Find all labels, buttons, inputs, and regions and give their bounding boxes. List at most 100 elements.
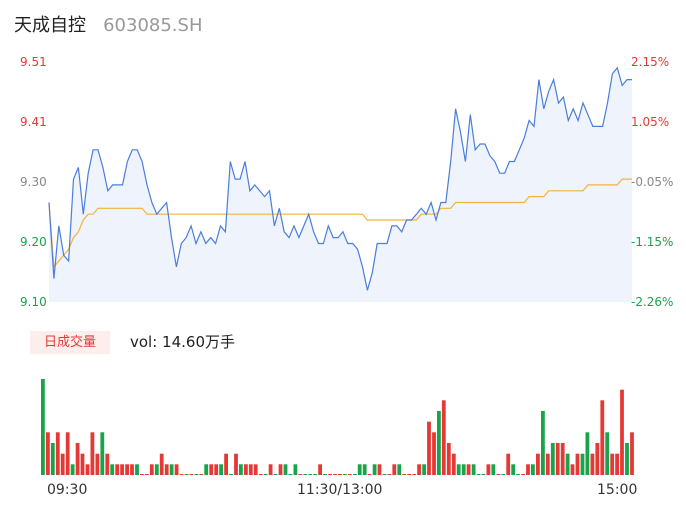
- volume-bar: [615, 453, 619, 475]
- volume-bar: [46, 432, 50, 475]
- y-tick-price: 9.20: [20, 235, 47, 249]
- y-tick-price: 9.41: [20, 115, 47, 129]
- volume-bar: [184, 474, 189, 475]
- volume-bar: [244, 464, 248, 475]
- volume-bar: [313, 474, 318, 475]
- volume-bar: [407, 474, 412, 475]
- volume-bar: [397, 464, 402, 475]
- volume-bar: [50, 443, 55, 475]
- volume-bar: [585, 432, 590, 475]
- volume-bar: [422, 464, 426, 475]
- volume-bar: [555, 443, 560, 475]
- volume-bar: [278, 464, 283, 475]
- volume-bar: [526, 464, 530, 475]
- stock-code: 603085.SH: [103, 15, 203, 36]
- volume-bar: [204, 464, 209, 475]
- volume-bar: [432, 432, 436, 475]
- volume-bar: [560, 443, 565, 475]
- volume-bar: [318, 464, 322, 475]
- volume-bar: [293, 464, 298, 475]
- volume-bar: [372, 464, 377, 475]
- y-tick-percent: -1.15%: [631, 235, 674, 249]
- volume-bar: [60, 453, 65, 475]
- volume-bar: [382, 474, 387, 475]
- volume-bar: [466, 464, 471, 475]
- volume-bar: [149, 464, 154, 475]
- volume-bar: [600, 400, 605, 475]
- volume-bar: [412, 474, 417, 475]
- volume-badge: 日成交量: [30, 331, 110, 354]
- volume-bar: [550, 443, 555, 475]
- volume-bar: [144, 474, 149, 475]
- volume-bar: [169, 464, 174, 475]
- volume-bar: [531, 464, 535, 475]
- volume-bar: [451, 453, 456, 475]
- volume-bar: [565, 453, 570, 475]
- volume-bar: [110, 464, 115, 475]
- volume-bar: [209, 464, 214, 475]
- volume-bar: [224, 453, 228, 475]
- volume-bar: [154, 464, 159, 475]
- volume-bar: [55, 432, 60, 475]
- volume-bar: [427, 421, 431, 475]
- volume-bar: [41, 379, 45, 475]
- volume-bar: [214, 464, 219, 475]
- volume-bar: [179, 474, 184, 475]
- volume-bar: [105, 453, 110, 475]
- volume-bar: [80, 453, 85, 475]
- volume-bar: [357, 464, 362, 475]
- volume-bar: [85, 464, 90, 475]
- volume-bar: [367, 474, 372, 475]
- volume-bar: [575, 453, 580, 475]
- price-area: [49, 67, 632, 303]
- y-tick-price: 9.51: [20, 55, 47, 69]
- volume-bar: [516, 474, 520, 475]
- volume-bar: [536, 453, 540, 475]
- y-tick-percent: -0.05%: [631, 175, 674, 189]
- volume-bar: [268, 464, 273, 475]
- volume-bar: [630, 432, 634, 475]
- volume-bar: [258, 474, 263, 475]
- volume-bar: [219, 464, 223, 475]
- x-tick-close: 15:00: [597, 482, 638, 498]
- volume-bar: [610, 453, 615, 475]
- volume-bar: [283, 464, 288, 475]
- volume-bar: [620, 389, 624, 475]
- volume-bar: [194, 474, 199, 475]
- volume-bar: [298, 474, 303, 475]
- volume-bar: [377, 464, 382, 475]
- volume-bar: [352, 474, 357, 475]
- volume-bar: [545, 453, 550, 475]
- stock-title: 天成自控 603085.SH: [14, 14, 203, 38]
- volume-bar: [392, 464, 397, 475]
- volume-bar: [625, 443, 629, 475]
- volume-bar: [595, 443, 600, 475]
- volume-bar: [461, 464, 466, 475]
- y-tick-percent: -2.26%: [631, 295, 674, 309]
- volume-bar: [199, 474, 204, 475]
- volume-bar: [476, 474, 481, 475]
- volume-bar: [486, 464, 491, 475]
- volume-bar: [95, 453, 100, 475]
- volume-bar: [437, 411, 441, 475]
- y-tick-percent: 1.05%: [631, 115, 670, 129]
- volume-bar: [159, 453, 164, 475]
- x-tick-midday: 11:30/13:00: [297, 482, 383, 498]
- volume-bar: [570, 464, 575, 475]
- stock-name: 天成自控: [14, 15, 86, 36]
- volume-bar: [303, 474, 308, 475]
- volume-bar: [506, 453, 511, 475]
- y-tick-price: 9.30: [20, 175, 47, 189]
- volume-bar: [100, 432, 105, 475]
- volume-bar: [323, 474, 327, 475]
- volume-bar: [239, 464, 243, 475]
- volume-bar: [135, 464, 139, 475]
- volume-bar: [605, 432, 610, 475]
- volume-bar: [229, 474, 233, 475]
- volume-bar: [521, 474, 525, 475]
- volume-bar: [308, 474, 313, 475]
- y-tick-percent: 2.15%: [631, 55, 670, 69]
- volume-bar: [189, 474, 194, 475]
- volume-bar: [125, 464, 129, 475]
